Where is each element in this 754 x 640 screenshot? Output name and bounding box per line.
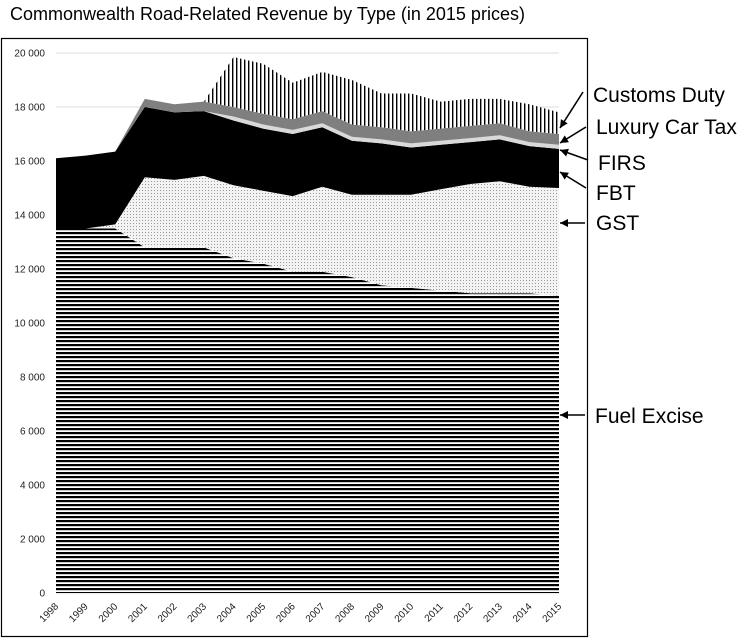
x-tick-label: 2001 xyxy=(126,601,150,625)
y-tick-label: 6 000 xyxy=(20,427,45,438)
y-tick-label: 16 000 xyxy=(14,157,45,168)
x-tick-label: 2009 xyxy=(363,601,387,625)
x-tick-label: 2006 xyxy=(274,601,298,625)
chart-title: Commonwealth Road-Related Revenue by Typ… xyxy=(10,4,525,24)
legend-arrowhead-firs xyxy=(560,148,569,157)
y-tick-label: 0 xyxy=(39,589,45,600)
x-tick-label: 1999 xyxy=(67,601,91,625)
x-tick-label: 2015 xyxy=(541,601,565,625)
legend-arrowhead-gst xyxy=(560,219,568,227)
legend-arrowhead-fbt xyxy=(560,172,569,180)
x-tick-label: 2003 xyxy=(186,601,210,625)
area-luxury-car-tax xyxy=(56,98,559,159)
area-gst xyxy=(56,175,559,296)
y-tick-label: 14 000 xyxy=(14,211,45,222)
legend-label-firs: FIRS xyxy=(598,152,646,175)
y-tick-label: 2 000 xyxy=(20,535,45,546)
x-tick-label: 2000 xyxy=(97,601,121,625)
x-tick-label: 2014 xyxy=(511,601,535,625)
x-tick-label: 2012 xyxy=(452,601,476,625)
x-tick-label: 2010 xyxy=(393,601,417,625)
x-tick-label: 2002 xyxy=(156,601,180,625)
area-fuel-excise xyxy=(56,228,559,593)
y-tick-label: 8 000 xyxy=(20,373,45,384)
legend-label-luxury-car-tax: Luxury Car Tax xyxy=(596,116,737,139)
legend-arrowhead-fuel-excise xyxy=(560,411,568,419)
y-tick-label: 12 000 xyxy=(14,265,45,276)
plot-border xyxy=(0,37,589,638)
y-tick-label: 20 000 xyxy=(14,49,45,60)
x-tick-label: 2013 xyxy=(481,601,505,625)
legend-arrowhead-customs-duty xyxy=(560,119,568,128)
area-fbt xyxy=(56,107,559,229)
legend-arrowhead-luxury-car-tax xyxy=(560,135,569,143)
legend-label-fuel-excise: Fuel Excise xyxy=(595,405,704,428)
legend-callouts: Fuel Excise GST FBT FIRS Luxury Car Tax Custo… xyxy=(559,84,737,428)
x-tick-label: 2011 xyxy=(423,601,446,624)
x-tick-label: 2005 xyxy=(245,601,269,625)
y-tick-label: 4 000 xyxy=(20,481,45,492)
x-tick-label: 1998 xyxy=(38,601,62,625)
x-tick-label: 2008 xyxy=(333,601,357,625)
legend-label-customs-duty: Customs Duty xyxy=(593,84,725,107)
y-tick-label: 10 000 xyxy=(14,319,45,330)
stacked-areas xyxy=(56,57,559,593)
y-tick-label: 18 000 xyxy=(14,103,45,114)
x-tick-label: 2004 xyxy=(215,601,239,625)
legend-label-fbt: FBT xyxy=(596,182,636,205)
legend-label-gst: GST xyxy=(596,212,639,235)
x-tick-label: 2007 xyxy=(304,601,328,625)
area-customs-duty xyxy=(56,57,559,159)
